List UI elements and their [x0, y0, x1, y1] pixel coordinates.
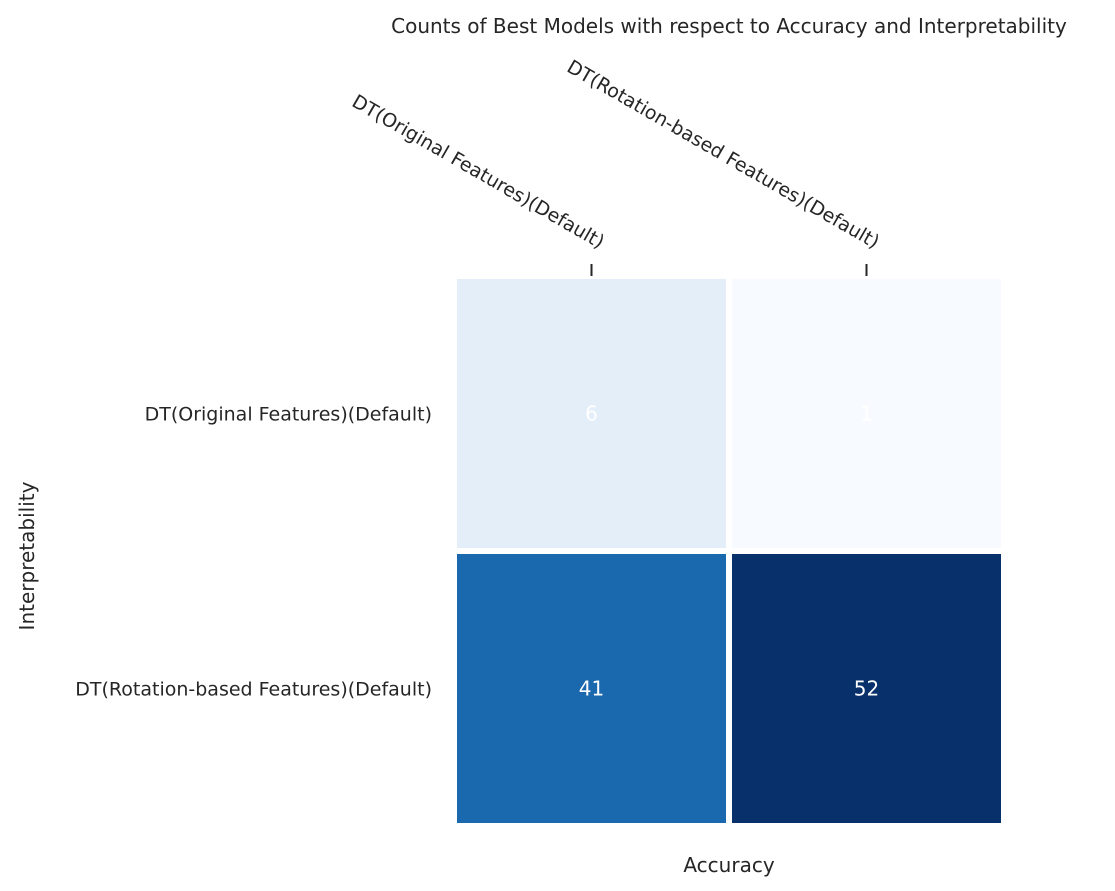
- x-axis-ticks: DT(Original Features)(Default)DT(Rotatio…: [348, 56, 883, 276]
- y-tick-label-2: DT(Rotation-based Features)(Default): [75, 679, 432, 701]
- heatmap-cell-value-r1-c2: 1: [860, 402, 873, 426]
- heatmap-cell-r2-c2: [729, 551, 1004, 826]
- y-axis-title: Interpretability: [15, 481, 39, 630]
- heatmap-cells: 6 1 41 52: [454, 276, 1004, 826]
- x-tick-label-1: DT(Original Features)(Default): [348, 91, 608, 254]
- heatmap-cell-value-r1-c1: 6: [585, 402, 598, 426]
- heatmap-cell-r1-c1: [454, 276, 729, 551]
- chart-title: Counts of Best Models with respect to Ac…: [391, 14, 1067, 38]
- heatmap-cell-r2-c1: [454, 551, 729, 826]
- heatmap-cell-r1-c2: [729, 276, 1004, 551]
- x-tick-label-2: DT(Rotation-based Features)(Default): [563, 56, 883, 253]
- y-axis-ticks: DT(Original Features)(Default) DT(Rotatio…: [75, 404, 432, 701]
- heatmap-cell-value-r2-c2: 52: [854, 677, 879, 701]
- heatmap-cell-value-r2-c1: 41: [579, 677, 604, 701]
- y-tick-label-1: DT(Original Features)(Default): [145, 404, 432, 426]
- x-axis-title: Accuracy: [683, 853, 774, 877]
